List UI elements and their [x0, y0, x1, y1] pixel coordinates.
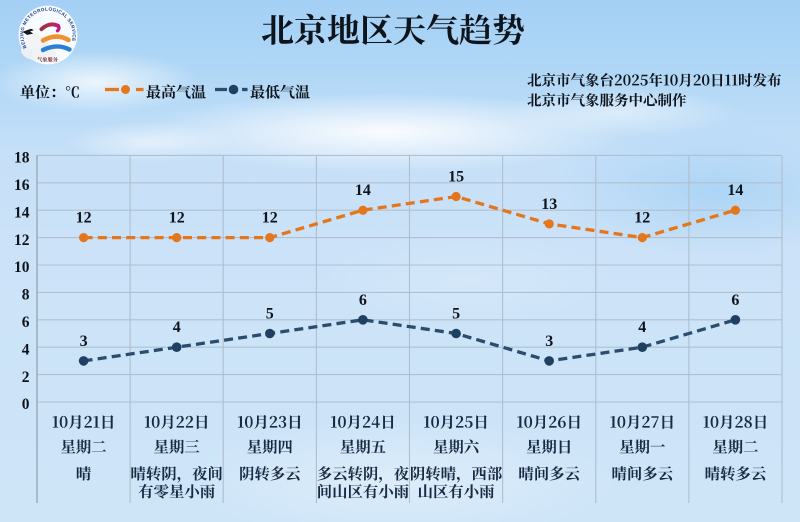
svg-text:6: 6: [359, 292, 367, 309]
svg-text:6: 6: [731, 292, 739, 309]
svg-text:12: 12: [634, 210, 650, 227]
svg-text:2: 2: [22, 369, 30, 386]
svg-text:3: 3: [80, 333, 88, 350]
svg-text:4: 4: [173, 319, 181, 336]
svg-text:5: 5: [266, 306, 274, 323]
svg-text:12: 12: [76, 210, 92, 227]
svg-text:8: 8: [22, 287, 30, 304]
svg-text:13: 13: [541, 196, 557, 213]
svg-text:10: 10: [14, 259, 30, 276]
svg-text:4: 4: [638, 319, 646, 336]
svg-text:5: 5: [452, 306, 460, 323]
svg-text:16: 16: [14, 177, 30, 194]
svg-text:12: 12: [14, 232, 30, 249]
svg-text:14: 14: [727, 182, 743, 199]
svg-text:15: 15: [448, 169, 464, 186]
svg-text:18: 18: [14, 150, 30, 167]
svg-text:12: 12: [262, 210, 278, 227]
svg-text:6: 6: [22, 314, 30, 331]
svg-text:3: 3: [545, 333, 553, 350]
svg-text:14: 14: [14, 204, 30, 221]
svg-text:14: 14: [355, 182, 371, 199]
svg-text:12: 12: [169, 210, 185, 227]
svg-text:0: 0: [22, 396, 30, 413]
svg-text:4: 4: [22, 341, 30, 358]
